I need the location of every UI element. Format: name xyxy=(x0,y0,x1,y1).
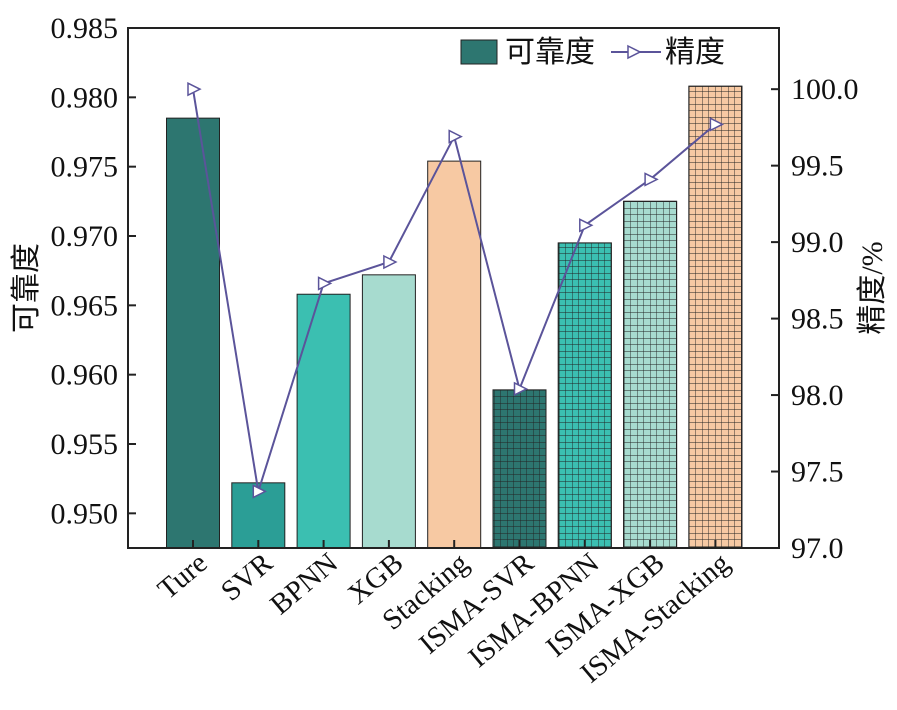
left-tick-label: 0.960 xyxy=(51,359,119,392)
right-tick-label: 100.0 xyxy=(791,73,859,106)
x-axis: Ture SVRBPNNXGBStackingISMA-SVRISMA-BPNNI… xyxy=(152,540,736,689)
right-axis-title: 精度/% xyxy=(856,241,889,334)
accuracy-marker-isma-bpnn xyxy=(579,218,594,233)
bar-ture xyxy=(166,117,220,549)
right-tick-label: 98.0 xyxy=(791,379,844,412)
bar-stacking xyxy=(427,160,482,549)
left-axis: 0.950 0.955 0.960 0.965 0.970 0.975 0.980 0.985 xyxy=(51,12,136,530)
bar-hatch-isma-xgb xyxy=(623,200,678,549)
x-tick-label-ture: Ture xyxy=(152,547,214,606)
bar-hatch-isma-bpnn xyxy=(557,242,612,549)
accuracy-line-layer xyxy=(187,81,725,499)
accuracy-marker-isma-xgb xyxy=(644,172,659,187)
right-tick-label: 97.5 xyxy=(791,456,844,489)
accuracy-marker-stacking xyxy=(448,129,463,144)
left-tick-label: 0.985 xyxy=(51,12,119,45)
accuracy-marker-ture xyxy=(187,81,202,97)
accuracy-marker-xgb xyxy=(383,254,398,270)
bar-bpnn xyxy=(296,293,351,549)
left-tick-label: 0.950 xyxy=(51,497,119,530)
accuracy-marker-bpnn xyxy=(317,276,333,291)
accuracy-marker-isma-svr xyxy=(513,381,529,397)
right-tick-label: 98.5 xyxy=(791,303,844,336)
legend-line-marker xyxy=(627,44,642,60)
legend-bar-label: 可靠度 xyxy=(505,36,595,69)
left-tick-label: 0.980 xyxy=(51,81,119,114)
bar-hatch-isma-stacking xyxy=(688,85,743,549)
right-tick-label: 99.0 xyxy=(791,226,844,259)
legend-line-label: 精度 xyxy=(665,36,725,69)
legend: 可靠度 精度 xyxy=(460,36,725,69)
bar-hatch-isma-svr xyxy=(492,389,547,549)
x-tick-label-bpnn: BPNN xyxy=(264,547,344,621)
right-tick-label: 97.0 xyxy=(791,532,844,565)
right-axis: 97.0 97.5 98.0 98.5 99.0 99.5 100.0 xyxy=(771,73,859,565)
right-tick-label: 99.5 xyxy=(791,150,844,183)
bar-xgb xyxy=(361,274,416,549)
legend-bar-swatch xyxy=(460,39,498,65)
accuracy-marker-svr xyxy=(252,484,267,499)
left-tick-label: 0.955 xyxy=(51,428,119,461)
left-tick-label: 0.975 xyxy=(51,151,119,184)
accuracy-marker-isma-stacking xyxy=(709,117,725,132)
bars-layer xyxy=(166,85,743,549)
left-tick-label: 0.970 xyxy=(51,220,119,253)
left-tick-label: 0.965 xyxy=(51,289,119,322)
left-axis-title: 可靠度 xyxy=(10,243,43,333)
